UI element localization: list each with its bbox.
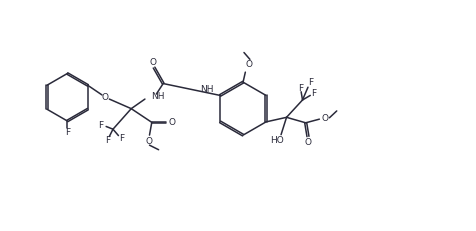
Text: NH: NH	[150, 92, 164, 101]
Text: O: O	[321, 114, 327, 123]
Text: F: F	[297, 84, 302, 93]
Text: F: F	[98, 121, 103, 130]
Text: O: O	[304, 138, 311, 147]
Text: F: F	[105, 136, 110, 145]
Text: F: F	[119, 134, 123, 143]
Text: O: O	[101, 93, 109, 102]
Text: O: O	[149, 58, 156, 67]
Text: NH: NH	[199, 85, 213, 94]
Text: F: F	[307, 78, 313, 87]
Text: F: F	[65, 128, 70, 137]
Text: O: O	[245, 60, 251, 69]
Text: O: O	[146, 137, 153, 146]
Text: O: O	[168, 118, 175, 127]
Text: HO: HO	[270, 136, 284, 145]
Text: F: F	[311, 89, 316, 98]
